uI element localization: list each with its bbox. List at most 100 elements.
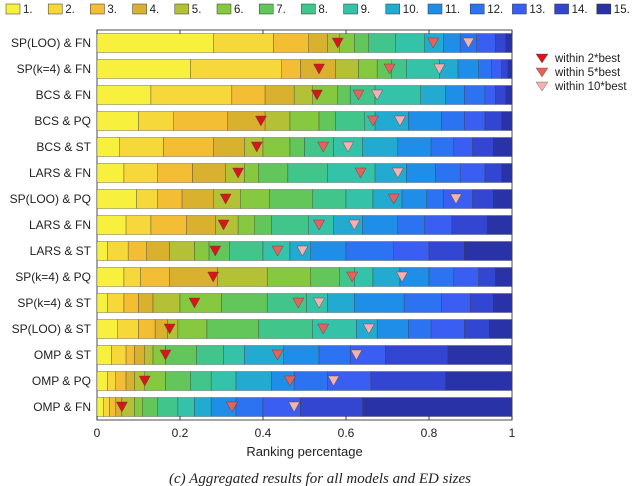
bar-segment (144, 345, 154, 365)
marker-10-best (362, 323, 375, 335)
bar-segment (478, 59, 492, 79)
bar-segment (370, 371, 446, 391)
bar-row-14: OMP & PQ (32, 371, 513, 391)
marker-5-best (284, 375, 296, 387)
bar-segment (453, 137, 473, 157)
bar-segment (177, 319, 208, 339)
marker-5-best (271, 245, 284, 257)
bar-segment (428, 267, 455, 287)
bar-segment (206, 319, 260, 339)
bar-segment (397, 215, 426, 235)
bar-segment (335, 59, 359, 79)
bar-segment (441, 111, 465, 131)
bar-segment (333, 215, 363, 235)
bar-segment (213, 33, 274, 53)
bar-segment (362, 215, 399, 235)
marker-2-best (209, 245, 222, 257)
row-label: SP(LOO) & PQ (10, 192, 91, 206)
bar-segment (310, 241, 347, 261)
rank-legend: 1. 2. 3. 4. 5. 6. 7. 8. 9. 10. 11. 12. 13. 14. 15. (5, 3, 630, 16)
bar-segment (117, 319, 139, 339)
bar-row-3: BCS & FN (36, 85, 513, 105)
bar-segment (134, 345, 145, 365)
marker-2-best (331, 37, 344, 49)
legend-label-6: 6. (234, 4, 244, 16)
bar-segment (237, 215, 255, 235)
bar-segment (484, 163, 502, 183)
bar-segment (262, 137, 291, 157)
bar-segment (318, 345, 351, 365)
bar-segment (491, 59, 502, 79)
bar-segment (451, 215, 488, 235)
legend-swatch-5 (174, 3, 190, 15)
marker-10-best (348, 219, 361, 231)
bar-segment (339, 33, 355, 53)
bar-segment (464, 241, 513, 261)
bar-segment (254, 215, 272, 235)
bar-segment (107, 241, 129, 261)
bar-segment (125, 215, 152, 235)
bar-segment (443, 33, 461, 53)
bar-segment (138, 111, 174, 131)
bar-segment (337, 85, 351, 105)
bar-segment (123, 293, 139, 313)
marker-10-best (433, 63, 446, 75)
bar-segment (190, 371, 212, 391)
bar-segment (495, 267, 513, 287)
marker-5-best (367, 115, 379, 127)
row-label: SP(k=4) & PQ (15, 270, 91, 284)
bar-segment (138, 319, 156, 339)
row-label: SP(k=4) & FN (17, 62, 91, 76)
bar-segment (264, 85, 295, 105)
marker-5-best (346, 271, 359, 283)
row-label: BCS & FN (36, 88, 91, 102)
bar-segment (96, 267, 125, 287)
row-label: SP(LOO) & ST (12, 322, 92, 336)
bar-segment (289, 137, 305, 157)
bar-segment (293, 371, 328, 391)
bar-row-15: OMP & FN (33, 397, 513, 417)
bar-segment (169, 241, 195, 261)
legend-swatch-6 (216, 3, 232, 15)
bar-segment (495, 85, 506, 105)
bar-segment (300, 397, 363, 417)
bar-segment (464, 319, 490, 339)
marker-5-best (317, 323, 330, 335)
bar-segment (358, 59, 378, 79)
bar-segment (157, 163, 193, 183)
marker-10-best (350, 349, 363, 361)
legend-marker-3-icon (535, 81, 549, 92)
bar-segment (312, 319, 357, 339)
bar-segment (96, 33, 214, 53)
bar-segment (146, 241, 170, 261)
bar-segment (488, 319, 513, 339)
bar-row-2: SP(k=4) & FN (17, 59, 513, 79)
bar-segment (464, 111, 486, 131)
legend-label-14: 14. (572, 4, 588, 16)
bar-segment (235, 371, 272, 391)
bar-segment (96, 371, 108, 391)
bar-segment (441, 293, 471, 313)
row-label: LARS & FN (29, 218, 91, 232)
bar-row-6: LARS & FN (29, 163, 513, 183)
bar-segment (374, 163, 407, 183)
bar-segment (428, 241, 465, 261)
bar-row-10: SP(k=4) & PQ (15, 267, 513, 287)
marker-2-best (159, 349, 172, 361)
bar-row-1: SP(LOO) & FN (11, 33, 513, 53)
legend-label-12: 12. (487, 4, 503, 16)
bar-segment (152, 293, 181, 313)
row-label: LARS & FN (29, 166, 91, 180)
bar-segment (258, 163, 289, 183)
bar-segment (111, 345, 127, 365)
bar-segment (372, 267, 401, 287)
bar-segment (96, 59, 191, 79)
x-tick-label: 0 (94, 426, 101, 440)
marker-2-best (188, 297, 201, 309)
marker-5-best (313, 219, 325, 231)
legend-swatch-15 (596, 3, 612, 15)
bar-row-7: SP(LOO) & PQ (10, 189, 513, 209)
bar-segment (408, 319, 432, 339)
bar-segment (391, 59, 407, 79)
legend-swatch-4 (132, 3, 147, 15)
